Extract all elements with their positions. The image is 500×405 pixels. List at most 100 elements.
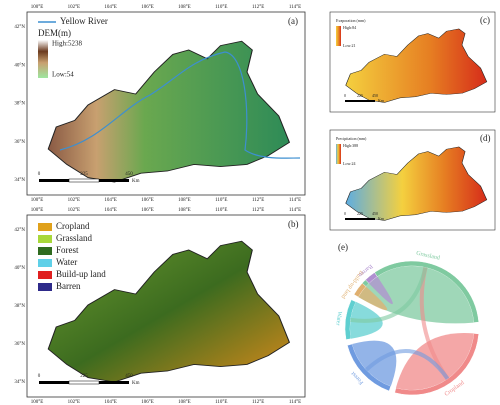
lon-label: 112°E xyxy=(252,198,264,203)
scale-label: 225 xyxy=(357,93,363,98)
legend-bar xyxy=(336,26,341,46)
lon-label: 104°E xyxy=(104,198,117,203)
lon-label: 112°E xyxy=(252,400,264,405)
lon-label: 102°E xyxy=(68,5,81,10)
scale-bar xyxy=(345,218,375,220)
node-label: Grassland xyxy=(416,251,441,262)
legend-swatch xyxy=(38,259,52,267)
legend-bar xyxy=(336,144,341,164)
lat-label: 42°N xyxy=(14,25,25,30)
lon-label: 106°E xyxy=(141,400,154,405)
lon-label: 108°E xyxy=(178,5,191,10)
lon-label: 108°E xyxy=(178,208,191,213)
lat-label: 40°N xyxy=(14,63,25,68)
lon-label: 104°E xyxy=(104,400,117,405)
lon-label: 100°E xyxy=(31,198,44,203)
scale-label: 450 xyxy=(125,172,133,177)
panel-label: (a) xyxy=(288,16,298,26)
scale-bar xyxy=(68,178,100,183)
legend-label: Barren xyxy=(56,281,81,291)
lon-label: 112°E xyxy=(252,208,264,213)
lat-label: 38°N xyxy=(14,102,25,107)
legend-label: Build-up land xyxy=(56,269,106,279)
panel-c: Evaporation (mm) High:84 Low:21 (c) xyxy=(329,11,496,113)
legend-river: Yellow River xyxy=(60,16,108,26)
lon-label: 110°E xyxy=(215,5,227,10)
legend-high: High:388 xyxy=(343,143,358,148)
lat-label: 42°N xyxy=(14,228,25,233)
legend-swatch xyxy=(38,235,52,243)
scale-label: 225 xyxy=(357,211,363,216)
legend-high: High:5238 xyxy=(52,40,82,48)
lon-label: 114°E xyxy=(289,208,301,213)
lat-label: 40°N xyxy=(14,266,25,271)
scale-bar xyxy=(99,381,129,384)
scale-label: 0 xyxy=(38,374,41,379)
legend-low: Low:21 xyxy=(343,43,355,48)
legend-low: Low:24 xyxy=(343,161,355,166)
lon-label: 100°E xyxy=(31,208,44,213)
lon-label: 104°E xyxy=(104,208,117,213)
scale-unit: Km xyxy=(378,216,385,221)
chord-ribbon xyxy=(358,286,388,311)
scale-label: 0 xyxy=(38,172,41,177)
panel-b: (b) xyxy=(26,214,306,398)
scale-label: 450 xyxy=(372,93,378,98)
lon-label: 110°E xyxy=(215,208,227,213)
lat-label: 36°N xyxy=(14,140,25,145)
legend-swatch xyxy=(38,283,52,291)
lon-label: 110°E xyxy=(215,400,227,405)
lon-label: 108°E xyxy=(178,400,191,405)
scale-bar xyxy=(39,381,69,384)
legend-swatch xyxy=(38,247,52,255)
scale-unit: Km xyxy=(132,179,140,184)
legend-label: Water xyxy=(56,257,77,267)
lon-label: 114°E xyxy=(289,400,301,405)
lon-label: 106°E xyxy=(141,5,154,10)
lon-label: 100°E xyxy=(31,5,44,10)
legend-swatch xyxy=(38,223,52,231)
legend-swatch xyxy=(38,271,52,279)
panel-label: (d) xyxy=(480,133,491,143)
panel-label: (e) xyxy=(338,242,348,252)
lat-label: 38°N xyxy=(14,304,25,309)
panel-d: Precipitation (mm) High:388 Low:24 (d) xyxy=(329,129,496,231)
panel-a: Yellow River DEM(m) High:5238 Low:54 (a) xyxy=(26,11,306,196)
lon-label: 112°E xyxy=(252,5,264,10)
lon-label: 104°E xyxy=(104,5,117,10)
lon-label: 102°E xyxy=(68,208,81,213)
yellow-river xyxy=(59,51,301,159)
lat-label: 34°N xyxy=(14,178,25,183)
legend-high: High:84 xyxy=(343,25,356,30)
chord-link xyxy=(350,267,428,323)
lat-label: 36°N xyxy=(14,342,25,347)
node-label: Water xyxy=(334,311,342,326)
scale-label: 225 xyxy=(80,172,88,177)
legend-label: Grassland xyxy=(56,233,92,243)
lon-label: 114°E xyxy=(289,198,301,203)
legend-title: DEM(m) xyxy=(38,28,71,38)
legend-title: Evaporation (mm) xyxy=(336,18,366,23)
scale-label: 450 xyxy=(125,374,133,379)
scale-unit: Km xyxy=(378,98,385,103)
scale-bar xyxy=(99,179,129,182)
scale-label: 0 xyxy=(344,93,346,98)
scale-label: 450 xyxy=(372,211,378,216)
panel-label: (c) xyxy=(480,15,490,25)
scale-label: 225 xyxy=(80,374,88,379)
scale-bar xyxy=(345,100,375,102)
lon-label: 110°E xyxy=(215,198,227,203)
scale-unit: Km xyxy=(132,381,140,386)
chord-link xyxy=(364,348,450,380)
lon-label: 114°E xyxy=(289,5,301,10)
lon-label: 108°E xyxy=(178,198,191,203)
lon-label: 102°E xyxy=(68,198,81,203)
lon-label: 106°E xyxy=(141,198,154,203)
scale-bar xyxy=(39,179,69,182)
legend-title: Precipitation (mm) xyxy=(336,136,367,141)
lon-label: 106°E xyxy=(141,208,154,213)
scale-bar xyxy=(68,380,100,385)
scale-label: 0 xyxy=(344,211,346,216)
lat-label: 34°N xyxy=(14,380,25,385)
